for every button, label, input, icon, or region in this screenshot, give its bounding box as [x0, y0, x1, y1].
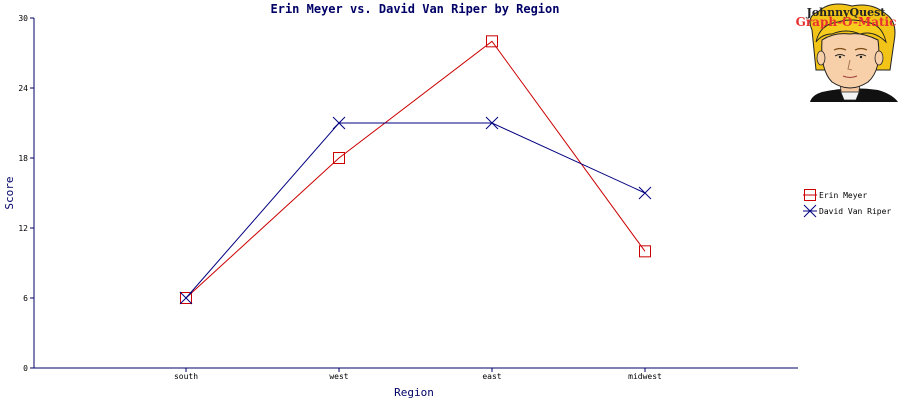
legend-label: David Van Riper [819, 207, 891, 216]
data-point [180, 292, 192, 304]
y-tick-label: 18 [18, 154, 28, 163]
x-axis-label: Region [394, 386, 434, 399]
mouth [842, 75, 858, 78]
left-ear [816, 50, 826, 66]
right-eyebrow [854, 47, 868, 51]
left-eye [834, 54, 846, 57]
face-shape [821, 33, 880, 89]
left-pupil [838, 55, 842, 59]
data-point [638, 186, 652, 200]
y-tick-label: 6 [23, 294, 28, 303]
x-ticks: south west east midwest [174, 368, 662, 381]
legend-label: Erin Meyer [819, 191, 867, 200]
x-tick-label: east [482, 372, 501, 381]
y-ticks: 0 6 12 18 24 30 [18, 14, 34, 373]
fringe-shape [815, 19, 887, 44]
right-ear [874, 50, 884, 66]
series-layer [179, 35, 652, 305]
x-tick-label: west [329, 372, 348, 381]
chart-title: Erin Meyer vs. David Van Riper by Region [271, 2, 560, 16]
legend-marker [804, 189, 816, 201]
logo-title-line2: Graph-O-Matic [796, 15, 897, 29]
y-tick-label: 30 [18, 14, 28, 23]
data-point [332, 116, 346, 130]
data-point [333, 152, 345, 164]
axes [33, 18, 798, 369]
legend-marker [803, 204, 817, 218]
data-point [486, 35, 498, 48]
logo: JohnnyQuest Graph-O-Matic [796, 3, 898, 102]
data-point [639, 245, 651, 258]
y-tick-label: 24 [18, 84, 28, 93]
right-eye [855, 54, 867, 57]
data-point [485, 116, 499, 130]
x-tick-label: south [174, 372, 198, 381]
logo-title-line1: JohnnyQuest [806, 6, 887, 19]
right-pupil [859, 55, 863, 59]
nose [847, 59, 853, 71]
y-tick-label: 12 [18, 224, 28, 233]
left-eyebrow [833, 47, 847, 51]
x-tick-label: midwest [628, 372, 662, 381]
data-point [179, 291, 193, 305]
series-line-1 [185, 122, 646, 299]
y-tick-label: 0 [23, 364, 28, 373]
legend: Erin Meyer David Van Riper [803, 189, 891, 218]
y-axis-label: Score [3, 176, 16, 209]
series-line-0 [185, 40, 646, 299]
